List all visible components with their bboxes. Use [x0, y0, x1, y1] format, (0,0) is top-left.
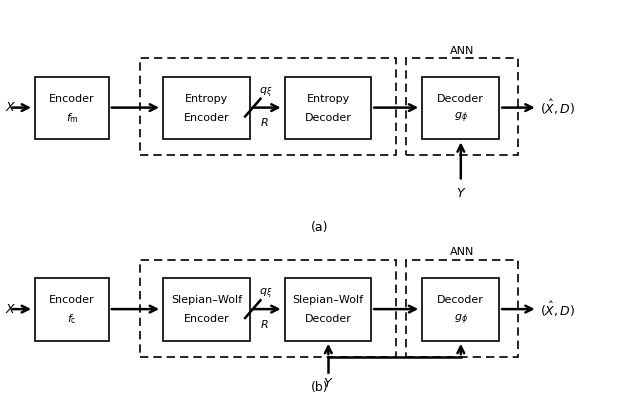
Text: $f_{\mathrm{m}}$: $f_{\mathrm{m}}$ — [65, 111, 79, 125]
Text: $R$: $R$ — [260, 318, 269, 330]
Text: Decoder: Decoder — [437, 295, 484, 305]
Text: Entropy: Entropy — [307, 94, 349, 104]
Bar — [285, 278, 371, 341]
Bar — [163, 278, 250, 341]
Text: $Y$: $Y$ — [323, 377, 333, 390]
Text: Decoder: Decoder — [437, 94, 484, 104]
Text: $g_{\phi}$: $g_{\phi}$ — [454, 312, 468, 326]
Text: ANN: ANN — [450, 46, 474, 56]
Text: $q_{\xi}$: $q_{\xi}$ — [259, 287, 273, 301]
Bar — [140, 260, 396, 357]
Bar — [422, 278, 499, 341]
Text: $(\hat{X}, D)$: $(\hat{X}, D)$ — [540, 98, 575, 117]
Text: Decoder: Decoder — [305, 113, 351, 123]
Text: $(\hat{X}, D)$: $(\hat{X}, D)$ — [540, 299, 575, 319]
Text: Decoder: Decoder — [305, 314, 351, 324]
Text: Encoder: Encoder — [49, 295, 95, 305]
Text: $X$: $X$ — [5, 101, 17, 114]
Text: ANN: ANN — [450, 247, 474, 257]
Text: Encoder: Encoder — [184, 113, 229, 123]
Bar — [35, 278, 109, 341]
Bar — [422, 77, 499, 139]
Bar — [285, 77, 371, 139]
Text: $f_{\mathrm{c}}$: $f_{\mathrm{c}}$ — [67, 312, 77, 326]
Text: (b): (b) — [311, 381, 329, 394]
Text: $Y$: $Y$ — [456, 187, 466, 199]
Bar — [406, 58, 518, 155]
Text: Encoder: Encoder — [49, 94, 95, 104]
Bar — [406, 260, 518, 357]
Bar — [163, 77, 250, 139]
Text: (a): (a) — [311, 221, 329, 234]
Text: $q_{\xi}$: $q_{\xi}$ — [259, 85, 273, 100]
Text: $X$: $X$ — [5, 303, 17, 316]
Text: Entropy: Entropy — [185, 94, 228, 104]
Text: Encoder: Encoder — [184, 314, 229, 324]
Bar — [35, 77, 109, 139]
Text: Slepian–Wolf: Slepian–Wolf — [292, 295, 364, 305]
Text: $g_{\phi}$: $g_{\phi}$ — [454, 111, 468, 125]
Text: $R$: $R$ — [260, 116, 269, 128]
Text: Slepian–Wolf: Slepian–Wolf — [171, 295, 242, 305]
Bar — [140, 58, 396, 155]
